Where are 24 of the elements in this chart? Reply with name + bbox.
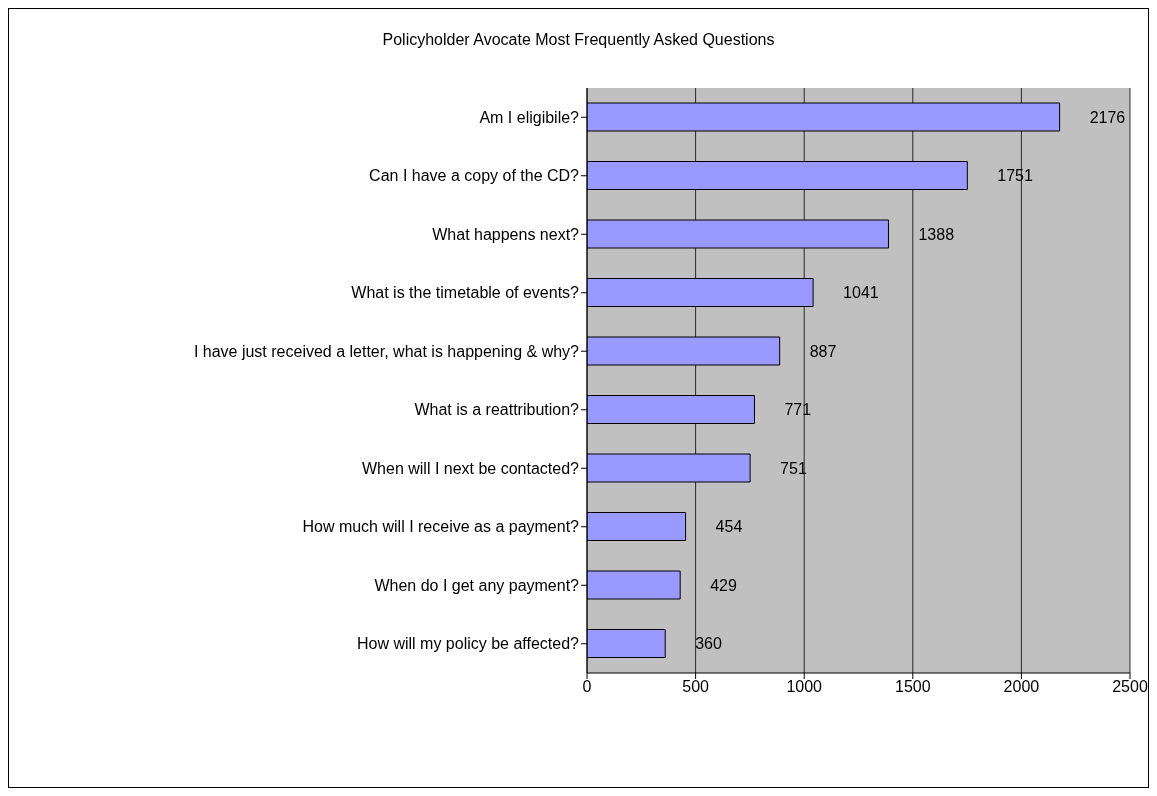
y-tick-label: Can I have a copy of the CD?: [369, 167, 580, 185]
x-tick-label: 500: [682, 678, 710, 696]
y-tick-label: When will I next be contacted?: [361, 459, 580, 477]
data-label: 1041: [843, 284, 879, 302]
x-tick-label: 1500: [895, 678, 931, 696]
data-label: 360: [695, 635, 722, 653]
x-tick-label: 2000: [1003, 678, 1040, 696]
data-label: 887: [809, 342, 837, 360]
data-label: 2176: [1089, 108, 1126, 126]
y-tick-label: What is a reattribution?: [414, 401, 580, 419]
y-tick-label: How much will I receive as a payment?: [302, 518, 580, 536]
y-tick-label: What is the timetable of events?: [351, 284, 580, 302]
y-tick-label: Am I eligibile?: [479, 108, 580, 126]
y-tick-label: How will my policy be affected?: [356, 635, 580, 653]
data-label: 429: [710, 576, 737, 594]
x-tick-label: 0: [582, 678, 592, 696]
y-tick-label: When do I get any payment?: [374, 576, 580, 594]
y-tick-label: I have just received a letter, what is happening & why?: [193, 342, 580, 360]
y-tick-label: What happens next?: [432, 225, 580, 243]
x-tick-label: 1000: [786, 678, 823, 696]
data-label: 1388: [918, 225, 955, 243]
x-tick-label: 2500: [1112, 678, 1148, 696]
data-label: 454: [715, 518, 743, 536]
chart-title: Policyholder Avocate Most Frequently Asked Questions: [381, 31, 776, 49]
